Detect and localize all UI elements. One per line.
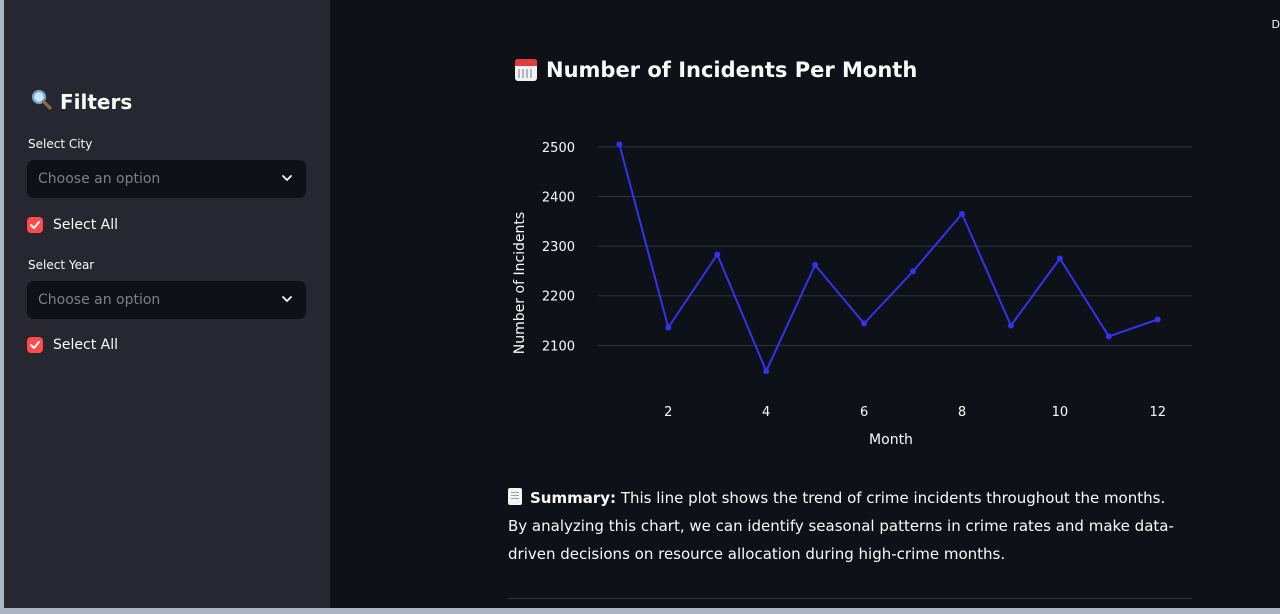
- x-tick-label: 12: [1149, 405, 1166, 420]
- data-point: [861, 320, 868, 327]
- series-line: [618, 144, 1159, 373]
- header-corner-text: D: [1271, 18, 1280, 31]
- data-point: [1105, 333, 1112, 340]
- data-point: [958, 210, 965, 217]
- x-tick-label: 6: [860, 405, 868, 420]
- chart-title-text: Number of Incidents Per Month: [546, 58, 918, 82]
- window-frame-left: [0, 0, 4, 614]
- data-point: [665, 324, 672, 331]
- year-select-all-checkbox[interactable]: Select All: [27, 337, 118, 353]
- sidebar: Filters Select City Choose an option Sel…: [4, 0, 330, 608]
- data-point: [714, 251, 721, 258]
- checkbox-checked-icon: [27, 217, 43, 233]
- data-point: [1056, 255, 1063, 262]
- x-tick-label: 8: [958, 405, 966, 420]
- data-point: [910, 268, 917, 275]
- y-tick-label: 2200: [542, 290, 575, 305]
- year-select-placeholder: Choose an option: [38, 292, 161, 308]
- y-tick-label: 2300: [542, 240, 575, 255]
- data-point: [1007, 322, 1014, 329]
- search-icon: [30, 88, 52, 115]
- summary-label: Summary:: [530, 489, 617, 507]
- city-select-all-label: Select All: [53, 217, 118, 233]
- x-tick-label: 2: [664, 405, 672, 420]
- city-label: Select City: [28, 137, 93, 151]
- summary-body: This line plot shows the trend of crime …: [508, 489, 1174, 563]
- data-point: [763, 368, 770, 375]
- calendar-icon: [515, 59, 537, 81]
- x-tick-label: 10: [1052, 405, 1069, 420]
- sidebar-title: Filters: [30, 88, 132, 115]
- city-select-placeholder: Choose an option: [38, 171, 161, 187]
- y-tick-label: 2500: [542, 141, 575, 156]
- x-axis-label: Month: [869, 432, 913, 448]
- x-tick-label: 4: [762, 405, 770, 420]
- sidebar-title-text: Filters: [60, 89, 133, 114]
- year-select[interactable]: Choose an option: [27, 281, 306, 319]
- data-point: [616, 141, 623, 148]
- divider: [508, 598, 1192, 599]
- y-axis-label: Number of Incidents: [512, 212, 528, 354]
- city-select-all-checkbox[interactable]: Select All: [27, 217, 118, 233]
- incidents-line-chart: 2100 2200 2300 2400 2500 2 4 6 8 10 12 Month Number …: [512, 141, 1192, 448]
- window-frame-bottom: [0, 608, 1280, 614]
- chart-title: Number of Incidents Per Month: [515, 58, 917, 82]
- city-select[interactable]: Choose an option: [27, 160, 306, 198]
- chevron-down-icon: [280, 170, 294, 189]
- document-icon: [508, 488, 522, 505]
- data-point: [1154, 316, 1161, 323]
- checkbox-checked-icon: [27, 337, 43, 353]
- y-tick-label: 2400: [542, 191, 575, 206]
- summary-text: Summary: This line plot shows the trend …: [508, 484, 1188, 568]
- y-tick-label: 2100: [542, 339, 575, 354]
- data-point: [812, 261, 819, 268]
- year-label: Select Year: [28, 258, 95, 272]
- chevron-down-icon: [280, 291, 294, 310]
- year-select-all-label: Select All: [53, 337, 118, 353]
